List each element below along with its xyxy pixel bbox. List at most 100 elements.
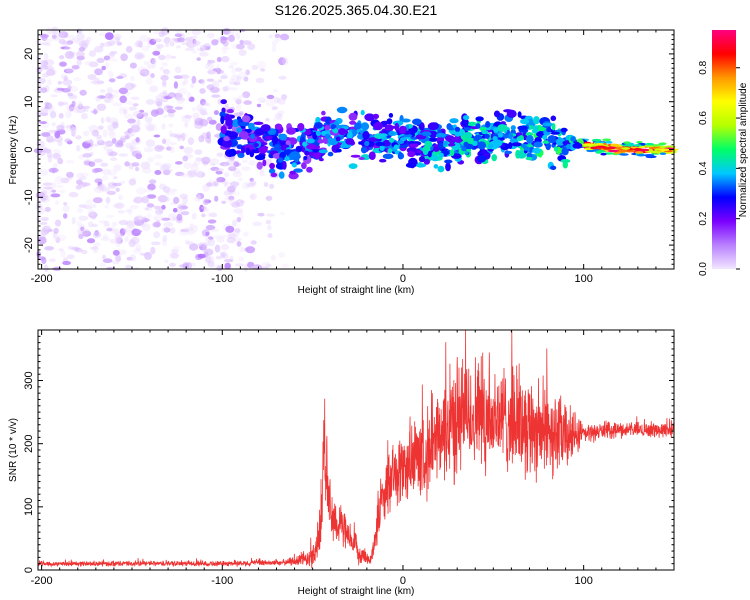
spectrogram-blob bbox=[81, 228, 91, 236]
spectrogram-blob bbox=[595, 150, 606, 153]
spectrogram-blob bbox=[614, 147, 623, 150]
spectrogram-blob bbox=[220, 125, 227, 134]
spectrogram-blob bbox=[612, 144, 620, 147]
spectrogram-blob bbox=[640, 148, 650, 152]
spectrogram-blob bbox=[82, 105, 91, 109]
spectrogram-blob bbox=[278, 57, 286, 66]
spectrogram-blob bbox=[142, 167, 152, 174]
spectrogram-blob bbox=[220, 102, 228, 109]
spectrogram-blob bbox=[112, 102, 122, 107]
spectrogram-peak bbox=[516, 136, 522, 142]
spectrogram-blob bbox=[170, 142, 177, 146]
spectrogram-blob bbox=[51, 34, 57, 39]
spectrogram-blob bbox=[240, 145, 246, 154]
spectrogram-blob bbox=[257, 97, 267, 103]
snr-ylabel: SNR (10 * v/v) bbox=[8, 418, 19, 482]
spectrogram-blob bbox=[466, 121, 478, 126]
spectrogram-blob bbox=[658, 148, 670, 151]
spectrogram-blob bbox=[91, 204, 97, 208]
spectrogram-blob bbox=[442, 140, 448, 146]
spectrogram-blob bbox=[427, 122, 439, 131]
spectrogram-blob bbox=[189, 173, 198, 177]
spectrogram-blob bbox=[202, 101, 208, 106]
spectrogram-blob bbox=[590, 146, 598, 150]
spectrogram-blob bbox=[224, 85, 230, 92]
spectrogram-blob bbox=[156, 44, 164, 49]
spectrogram-blob bbox=[58, 101, 64, 107]
snr-ytick-label: 100 bbox=[23, 498, 35, 516]
spectrogram-blob bbox=[511, 142, 522, 147]
spectrogram-blob bbox=[170, 55, 177, 59]
spectrogram-blob bbox=[105, 116, 111, 123]
spectrogram-blob bbox=[307, 151, 316, 156]
spectrogram-blob bbox=[128, 142, 137, 150]
spectrogram-blob bbox=[150, 73, 155, 79]
spectrogram-blob bbox=[560, 159, 571, 163]
spectrogram-blob bbox=[76, 50, 85, 59]
spectrogram-blob bbox=[133, 216, 140, 225]
spectrogram-blob bbox=[188, 170, 193, 176]
spectrogram-blob bbox=[179, 229, 189, 236]
spectrogram-blob bbox=[102, 233, 108, 240]
spectrogram-blob bbox=[76, 221, 83, 226]
spectrogram-blob bbox=[433, 146, 440, 152]
spectrogram-blob bbox=[152, 221, 161, 228]
spectrogram-blob bbox=[181, 116, 191, 123]
spectrogram-blob bbox=[561, 147, 569, 156]
spectrogram-blob bbox=[93, 186, 104, 194]
spectrogram-blob bbox=[142, 112, 149, 117]
spectrogram-blob bbox=[248, 160, 256, 166]
spectrogram-blob bbox=[181, 81, 187, 86]
spectrogram-blob bbox=[46, 135, 54, 143]
spectrogram-blob bbox=[542, 122, 554, 127]
spectrogram-blob bbox=[126, 220, 136, 228]
spectrogram-blob bbox=[65, 67, 75, 74]
spectrogram-blob bbox=[172, 207, 178, 213]
spectrogram-blob bbox=[78, 182, 88, 188]
spectrogram-blob bbox=[108, 151, 118, 157]
spectrogram-blob bbox=[174, 92, 183, 101]
spectrogram-blob bbox=[196, 57, 201, 61]
spectrogram-blob bbox=[39, 185, 46, 192]
spectrogram-blob bbox=[235, 32, 241, 40]
spectrogram-blob bbox=[248, 122, 255, 130]
spectrogram-blob bbox=[189, 223, 195, 230]
spectrogram-blob bbox=[136, 187, 146, 195]
spectrogram-blob bbox=[142, 218, 150, 223]
spectrogram-blob bbox=[83, 130, 90, 137]
spectrogram-blob bbox=[187, 91, 192, 100]
spectrogram-ytick-label: -20 bbox=[23, 237, 35, 253]
spectrogram-blob bbox=[183, 79, 189, 84]
spectrogram-blob bbox=[173, 81, 178, 89]
spectrogram-blob bbox=[78, 40, 88, 48]
spectrogram-peak bbox=[393, 144, 399, 150]
spectrogram-blob bbox=[102, 168, 111, 176]
spectrogram-blob bbox=[74, 247, 83, 253]
spectrogram-blob bbox=[176, 97, 185, 105]
spectrogram-blob bbox=[137, 149, 142, 155]
spectrogram-peak bbox=[423, 149, 429, 155]
spectrogram-blob bbox=[82, 153, 92, 158]
spectrogram-blob bbox=[145, 77, 153, 86]
spectrogram-blob bbox=[301, 162, 307, 170]
spectrogram-blob bbox=[249, 180, 257, 185]
spectrogram-blob bbox=[236, 217, 241, 223]
spectrogram-blob bbox=[125, 208, 133, 213]
spectrogram-blob bbox=[72, 127, 78, 133]
spectrogram-blob bbox=[147, 64, 156, 69]
spectrogram-blob bbox=[360, 109, 365, 116]
spectrogram-blob bbox=[199, 107, 208, 113]
spectrogram-blob bbox=[259, 168, 265, 177]
spectrogram-blob bbox=[97, 181, 103, 187]
spectrogram-blob bbox=[200, 98, 206, 106]
spectrogram-blob bbox=[222, 39, 229, 47]
spectrogram-blob bbox=[78, 102, 83, 109]
spectrogram-blob bbox=[52, 162, 58, 169]
spectrogram-ytick-label: 0 bbox=[23, 146, 35, 152]
spectrogram-blob bbox=[127, 128, 133, 134]
spectrogram-blob bbox=[39, 221, 48, 225]
spectrogram-blob bbox=[94, 46, 104, 53]
spectrogram-blob bbox=[256, 61, 267, 69]
spectrogram-blob bbox=[124, 161, 130, 167]
